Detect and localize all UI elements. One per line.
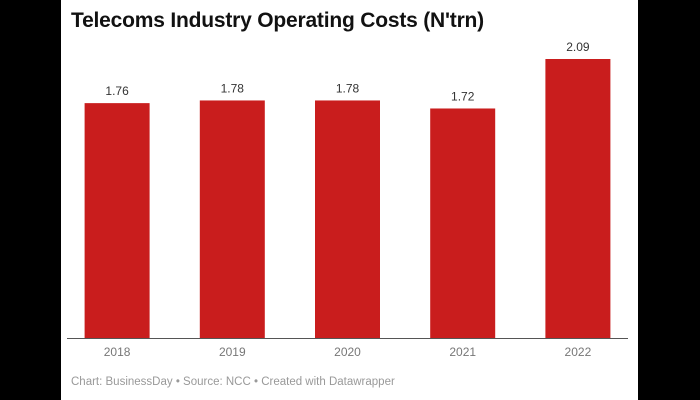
x-tick-2018: 2018	[104, 345, 131, 359]
bars-group	[84, 59, 611, 339]
x-tick-2019: 2019	[219, 345, 246, 359]
bar-2021	[430, 108, 496, 339]
chart-footer: Chart: BusinessDay • Source: NCC • Creat…	[71, 376, 395, 388]
bar-2018	[84, 103, 150, 339]
value-labels-group: 1.76 1.78 1.78 1.72 2.09	[105, 40, 589, 103]
x-tick-2020: 2020	[334, 345, 361, 359]
bar-chart: 1.76 1.78 1.78 1.72 2.09 2018 2019 2020 2021 202…	[67, 40, 628, 359]
bar-2022	[545, 59, 611, 339]
bar-2019	[199, 100, 265, 339]
value-label-2019: 1.78	[221, 81, 245, 95]
x-tick-labels-group: 2018 2019 2020 2021 2022	[104, 345, 592, 359]
value-label-2021: 1.72	[451, 89, 475, 103]
bar-2020	[315, 100, 380, 339]
x-tick-2022: 2022	[565, 345, 592, 359]
value-label-2018: 1.76	[105, 84, 129, 98]
chart-canvas: Telecoms Industry Operating Costs (N'trn…	[61, 0, 638, 400]
value-label-2020: 1.78	[336, 81, 360, 95]
chart-title: Telecoms Industry Operating Costs (N'trn…	[71, 9, 484, 32]
value-label-2022: 2.09	[566, 40, 590, 54]
x-tick-2021: 2021	[449, 345, 476, 359]
